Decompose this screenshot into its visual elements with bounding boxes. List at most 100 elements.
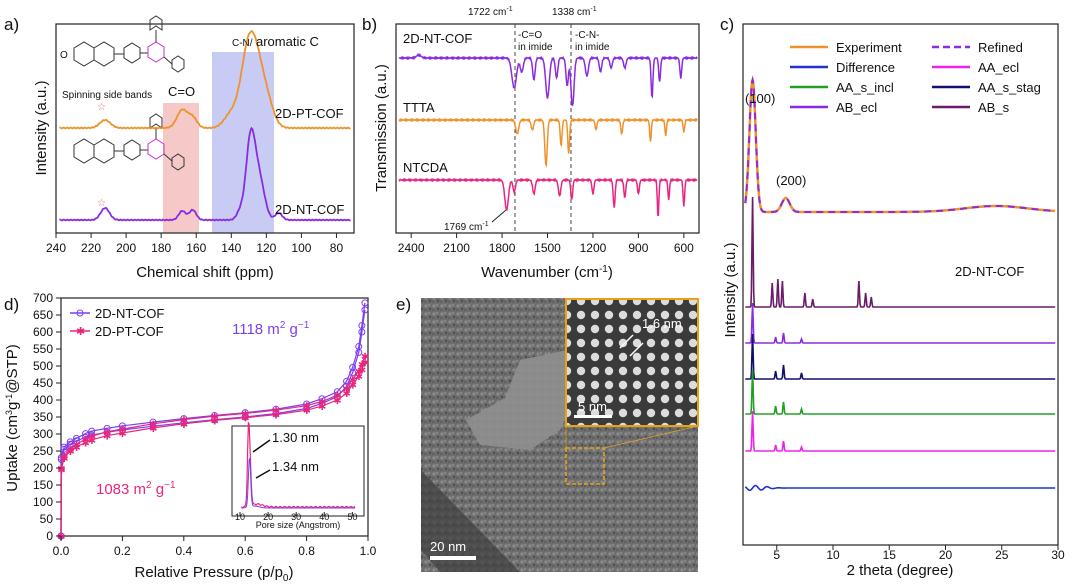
d-y-tick-label: 200 [33,461,53,475]
tem-dark-edge [421,470,520,572]
pore-size-2: 1.34 nm [272,459,319,474]
panel-c-x-label: 2 theta (degree) [847,562,954,579]
c-tick-label: 5 [773,548,780,562]
panel-c-label: c) [720,15,734,34]
pore-arrow-1 [252,439,271,453]
pt-isotherm-point: ✱ [349,381,357,392]
pt-isotherm-point: ✱ [88,432,96,443]
peak-1769-label: 1769 cm-1 [444,221,489,233]
peak-100-label: (100) [745,91,775,106]
nt-isotherm-point [82,430,90,438]
ttta-ir-curve [398,117,698,168]
pt-cof-nmr-curve [59,29,351,130]
pt-isotherm-point: ✱ [211,412,219,423]
a-tick-label: 240 [46,241,66,255]
main-scale-bar [430,556,476,560]
pt-isotherm-point: ✱ [211,416,219,427]
nt-cof-sample-label: 2D-NT-COF [275,202,344,217]
panel-a-x-ticks: 240 220 200 180 160 140 120 100 80 [46,233,343,255]
pt-isotherm-point: ✱ [355,367,363,378]
pt-isotherm-point: ✱ [361,352,369,363]
nt-isotherm-point [72,434,80,442]
ab-ecl-curve [745,302,1056,344]
legend-ab_s: AB_s [978,100,1010,115]
d-x-tick-label: 0.8 [298,544,315,558]
pt-isotherm-point: ✱ [180,420,188,431]
a-tick-label: 220 [81,241,101,255]
inset-scale-label: 5 nm [578,399,607,414]
inset-tick-label: 40 [319,512,329,522]
a-tick-label: 120 [256,241,276,255]
pore-arrow-2 [255,469,271,479]
pt-isotherm-point: ✱ [272,411,280,422]
b-tick-label: 2400 [398,241,425,255]
pt-isotherm-point: ✱ [82,435,90,446]
b-tick-label: 600 [674,241,694,255]
pt-isotherm-point: ✱ [361,358,369,369]
lattice-marker-2 [629,342,644,357]
pt-isotherm-point: ✱ [355,372,363,383]
pore-size-inset [231,425,365,517]
aa-s-incl-curve [745,369,1056,415]
c-tick-label: 10 [826,548,840,562]
panel-d-series: ✱✱✱✱ ✱✱ ✱ ✱ ✱ ✱ ✱ ✱ ✱ ✱ ✱✱✱✱✱✱✱✱✱✱✱✱✱ ✱ ✱ ✱ ✱ ✱ ✱ ✱ ✱ ✱✱✱✱✱… [57,299,369,543]
legend-difference: Difference [836,60,895,75]
pt-isotherm-point: ✱ [318,398,326,409]
b-tick-label: 1500 [534,241,561,255]
inset-scale-bar [574,415,612,418]
nt-isotherm-point [349,363,357,371]
pt-isotherm-point: ✱ [303,402,311,413]
pt-cof-sample-label: 2D-PT-COF [275,106,344,121]
pt-isotherm-point: ✱ [103,432,111,443]
c-tick-label: 15 [883,548,897,562]
peak-200-label: (200) [776,173,806,188]
b-tick-label: 2100 [443,241,470,255]
imide-co-line2: in imide [518,42,553,53]
c-tick-label: 20 [939,548,953,562]
svg-text:✱: ✱ [76,326,85,338]
lattice-spacing-label: 1.6 nm [642,316,682,331]
pt-isotherm-point: ✱ [57,464,65,475]
zoom-line-1 [603,425,699,449]
svg-text:O: O [60,50,68,61]
pt-isotherm-point: ✱ [358,360,366,371]
imide-cn-line1: -C-N- [575,30,599,41]
legend-aa_s_incl: AA_s_incl [836,80,894,95]
pt-cof-structure: O [60,15,185,73]
inset-tick-label: 20 [263,512,273,522]
d-y-tick-label: 50 [40,512,54,526]
legend-pt-cof: 2D-PT-COF [95,324,164,339]
c-tick-label: 30 [1051,548,1065,562]
panel-b: b) 2D-NT-COF TTTA NTCDA 1722 cm-1 1338 c… [362,6,700,281]
pt-isotherm-point: ✱ [72,441,80,452]
pt-isotherm-point: ✱ [149,420,157,431]
pt-isotherm-point: ✱ [333,391,341,402]
pt-isotherm-point: ✱ [118,425,126,436]
carbonyl-annotation: C=O [168,84,195,99]
d-y-tick-label: 0 [46,529,53,543]
legend-ab_ecl: AB_ecl [836,100,877,115]
legend-aa_ecl: AA_ecl [978,60,1019,75]
pt-isotherm-branch [60,361,366,537]
d-y-tick-label: 250 [33,444,53,458]
panel-d-ticks: 0.0 0.2 0.4 0.6 0.8 1.0 0 50 100 150 200 250 300 350 4… [33,291,377,558]
d-y-tick-label: 600 [33,325,53,339]
tem-zoom-box [565,447,605,485]
star-marker-pt: ☆ [97,102,106,113]
panel-d: d) ✱✱✱✱ ✱✱ ✱ ✱ ✱ ✱ ✱ ✱ ✱ ✱ ✱✱✱✱✱✱✱✱✱✱✱✱✱ ✱ ✱ ✱ ✱ ✱ ✱ ✱ ✱ ✱✱… [4,291,377,584]
panel-c-frame [742,23,1059,546]
legend-nt-cof: 2D-NT-COF [95,306,164,321]
ttta-ir-label: TTTA [403,100,435,115]
nt-cof-nmr-curve [59,126,351,222]
d-x-tick-label: 0.4 [175,544,192,558]
c-tick-label: 25 [995,548,1009,562]
aa-ecl-curve [745,410,1056,452]
nt-isotherm-point [355,342,363,350]
panel-a: a) O Spinning side bands [4,15,355,281]
pt-isotherm-point: ✱ [343,389,351,400]
pt-isotherm-point: ✱ [118,429,126,440]
a-tick-label: 200 [116,241,136,255]
nt-isotherm-point [361,299,369,307]
a-tick-label: 160 [186,241,206,255]
